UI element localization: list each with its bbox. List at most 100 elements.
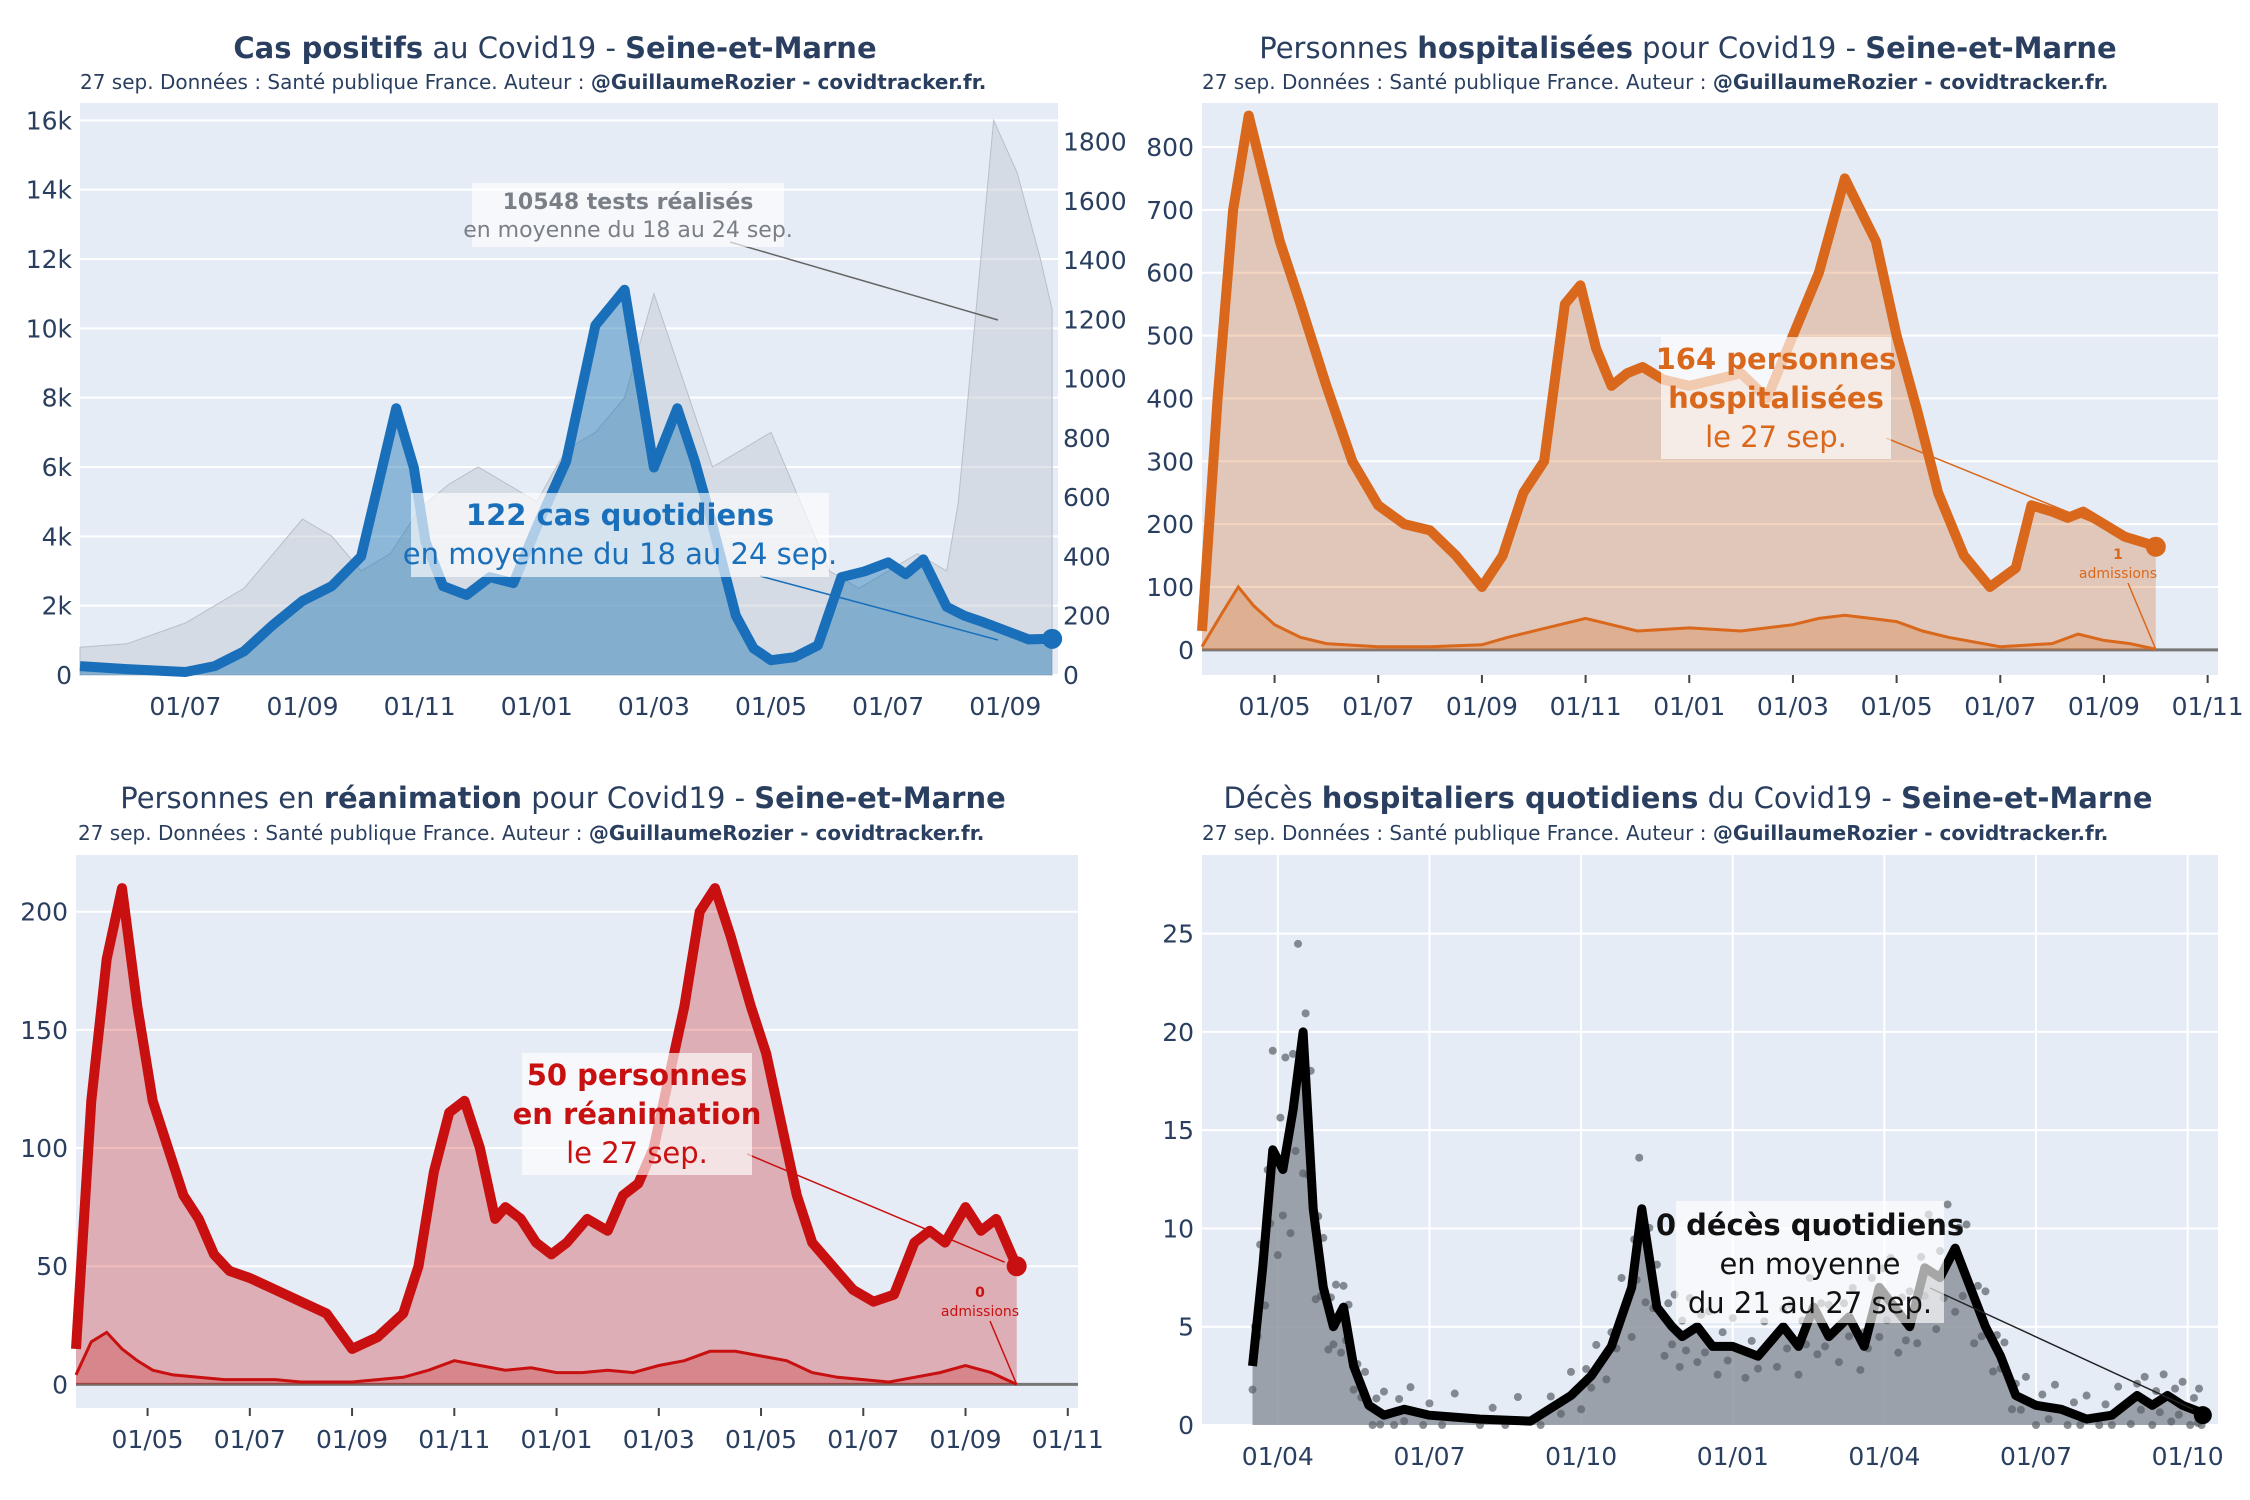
- rea-last-point: [1006, 1256, 1027, 1277]
- deces-daily-point: [1273, 1251, 1282, 1260]
- cases-annotation-period: en moyenne du 18 au 24 sep.: [403, 537, 837, 571]
- rea-admissions-line: [74, 1330, 1018, 1386]
- hosp-x-tick-label: 01/11: [2172, 692, 2244, 721]
- deces-daily-point: [1587, 1383, 1596, 1392]
- rea-x-tick-label: 01/01: [521, 1425, 593, 1454]
- hosp-x-tick-label: 01/09: [2068, 692, 2140, 721]
- deces-daily-point: [1450, 1389, 1459, 1398]
- deces-x-tick-label: 01/10: [1545, 1442, 1617, 1471]
- deces-daily-point: [1368, 1421, 1377, 1429]
- tests-annotation-value: 10548 tests réalisés: [503, 190, 754, 215]
- deces-y-tick-label: 10: [1162, 1214, 1194, 1243]
- deces-daily-point: [2195, 1384, 2204, 1393]
- deces-daily-point: [1286, 1229, 1295, 1238]
- deces-y-tick-label: 20: [1162, 1018, 1194, 1047]
- hosp-y-tick-label: 800: [1146, 133, 1194, 162]
- hosp-y-tick-label: 700: [1146, 196, 1194, 225]
- deces-daily-point: [2076, 1421, 2085, 1429]
- rea-admissions-arrow: [989, 1320, 1018, 1385]
- deces-daily-point: [1602, 1375, 1611, 1384]
- deces-daily-point: [1372, 1394, 1381, 1403]
- deces-daily-point: [1989, 1367, 1998, 1376]
- hosp-area: [1202, 115, 2156, 650]
- hosp-y-tick-label: 600: [1146, 259, 1194, 288]
- hosp-subtitle: 27 sep. Données : Santé publique France.…: [1202, 70, 2108, 94]
- tests-annotation-arrow: [729, 241, 999, 321]
- cases-y2-tick-label: 200: [1063, 602, 1111, 631]
- deces-daily-point: [1783, 1344, 1792, 1353]
- deces-annotation-label: en moyenne: [1719, 1247, 1900, 1281]
- deces-daily-point: [1288, 1049, 1297, 1058]
- cases-x-tick-label: 01/09: [267, 692, 339, 721]
- deces-daily-point: [2044, 1415, 2053, 1424]
- deces-x-tick-label: 01/04: [1848, 1442, 1920, 1471]
- deces-line: [1248, 1027, 2206, 1426]
- rea-annotation-value: 50 personnes: [527, 1058, 748, 1092]
- tests-annotation-period: en moyenne du 18 au 24 sep.: [463, 218, 793, 243]
- cases-y2-tick-label: 1200: [1063, 305, 1127, 334]
- hosp-annotation-label: hospitalisées: [1668, 381, 1884, 415]
- cases-x-tick-label: 01/03: [618, 692, 690, 721]
- cases-y-tick-label: 16k: [26, 106, 73, 135]
- cases-x-tick-label: 01/05: [735, 692, 807, 721]
- deces-daily-point: [2186, 1421, 2195, 1429]
- deces-daily-point: [2069, 1398, 2078, 1407]
- rea-x-tick-label: 01/05: [112, 1425, 184, 1454]
- deces-daily-point: [1943, 1200, 1952, 1209]
- deces-daily-point: [1339, 1281, 1348, 1290]
- deces-plot-area: [1202, 855, 2218, 1425]
- rea-annotation-box: [522, 1053, 752, 1175]
- hosp-x-tick-label: 01/07: [1964, 692, 2036, 721]
- deces-daily-point: [2155, 1408, 2164, 1417]
- cases-x-tick-label: 01/09: [969, 692, 1041, 721]
- rea-title: Personnes en réanimation pour Covid19 - …: [120, 781, 1006, 815]
- deces-daily-point: [1970, 1339, 1979, 1348]
- cases-annotation-arrow: [759, 575, 999, 641]
- deces-daily-point: [1813, 1350, 1822, 1359]
- deces-daily-point: [1932, 1325, 1941, 1334]
- deces-daily-point: [2171, 1384, 2180, 1393]
- deces-daily-point: [2167, 1417, 2176, 1426]
- deces-daily-point: [1556, 1409, 1565, 1418]
- deces-daily-point: [1376, 1420, 1385, 1429]
- deces-daily-point: [2016, 1405, 2025, 1414]
- cases-x-tick-label: 01/11: [384, 692, 456, 721]
- rea-admissions-area: [76, 1332, 1017, 1385]
- deces-daily-point: [1718, 1328, 1727, 1337]
- cases-y2-tick-label: 800: [1063, 424, 1111, 453]
- hosp-admissions-value: 1: [2113, 547, 2123, 563]
- deces-daily-point: [1592, 1340, 1601, 1349]
- deces-daily-point: [1329, 1340, 1338, 1349]
- deces-daily-point: [2095, 1421, 2104, 1429]
- deces-daily-point: [2021, 1372, 2030, 1381]
- deces-daily-point: [1894, 1348, 1903, 1357]
- rea-x-tick-label: 01/07: [214, 1425, 286, 1454]
- cases-annotation-value: 122 cas quotidiens: [466, 498, 774, 532]
- cases-y-tick-label: 14k: [26, 176, 73, 205]
- deces-daily-point: [1349, 1385, 1358, 1394]
- cases-title: Cas positifs au Covid19 - Seine-et-Marne: [233, 31, 876, 65]
- deces-x-tick-label: 01/04: [1242, 1442, 1314, 1471]
- deces-daily-point: [1693, 1358, 1702, 1367]
- cases-area: [80, 289, 1053, 675]
- deces-daily-point: [2148, 1421, 2157, 1429]
- deces-y-tick-label: 5: [1178, 1313, 1194, 1342]
- deces-daily-point: [1627, 1332, 1636, 1341]
- rea-x-tick-label: 01/03: [623, 1425, 695, 1454]
- deces-daily-point: [1488, 1403, 1497, 1412]
- hosp-x-tick-label: 01/05: [1239, 692, 1311, 721]
- deces-daily-point: [1794, 1370, 1803, 1379]
- hosp-y-tick-label: 500: [1146, 322, 1194, 351]
- deces-daily-point: [2136, 1405, 2145, 1414]
- deces-daily-point: [2101, 1400, 2110, 1409]
- deces-daily-point: [2126, 1420, 2135, 1429]
- deces-y-tick-label: 0: [1178, 1411, 1194, 1440]
- rea-annotation-label: en réanimation: [513, 1097, 762, 1131]
- deces-daily-point: [1438, 1421, 1447, 1429]
- deces-daily-point: [1419, 1421, 1428, 1429]
- rea-annotation-arrow: [746, 1153, 1005, 1263]
- deces-daily-point: [2050, 1380, 2059, 1389]
- rea-admissions-value: 0: [975, 1285, 985, 1301]
- cases-y-tick-label: 12k: [26, 245, 73, 274]
